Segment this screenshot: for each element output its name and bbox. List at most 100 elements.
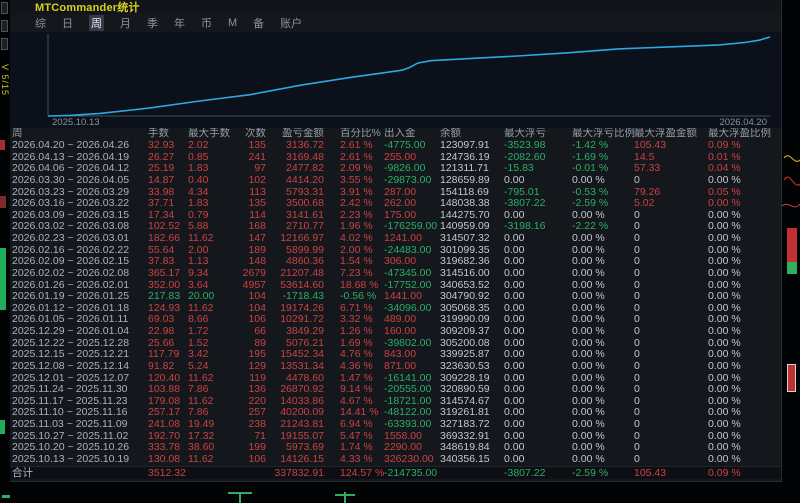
cell: 0.00 % [572,394,605,407]
cell: 4.33 % [340,452,373,465]
cell: 0.09 % [708,139,741,151]
table-row[interactable]: 2026.02.16 ~ 2026.02.22 55.64 2.00 189 5899.… [10,243,781,257]
col-header-deposits[interactable]: 出入金 [384,127,416,139]
tab-currency[interactable]: 币 [201,18,212,30]
table-total-row[interactable]: 合计 3512.32 337832.91 124.57 % -214735.00 -380… [10,465,781,479]
table-row[interactable]: 2025.11.10 ~ 2025.11.16 257.17 7.86 257 4020… [10,406,781,419]
table-row[interactable]: 2025.11.24 ~ 2025.11.30 103.88 7.86 136 2687… [10,383,781,396]
cell: 1.47 % [340,371,373,384]
tab-day[interactable]: 日 [62,18,73,30]
cell: -0.56 % [340,290,377,303]
table-row[interactable]: 2026.03.16 ~ 2026.03.22 37.71 1.83 135 3500.… [10,197,781,210]
cell: 120.40 [148,371,181,384]
col-header-lots[interactable]: 手数 [148,127,169,139]
table-row[interactable]: 2026.03.02 ~ 2026.03.08 102.52 5.88 168 2710… [10,220,781,233]
col-header-trades[interactable]: 次数 [245,127,266,139]
cell: 175.00 [384,208,417,221]
table-row[interactable]: 2026.02.09 ~ 2026.02.15 37.83 1.13 148 4860.… [10,255,781,268]
col-header-pnl[interactable]: 盈亏金额 [282,127,324,139]
tab-year[interactable]: 年 [174,18,185,30]
col-header-percent[interactable]: 百分比% [340,127,381,139]
title-bar[interactable]: MTCommander统计 [10,0,781,14]
col-header-max-fp-pct[interactable]: 最大浮盈比例 [708,127,771,139]
cell: 2026.03.30 ~ 2026.04.05 [12,173,130,186]
table-row[interactable]: 2025.11.03 ~ 2025.11.09 241.08 19.49 238 212… [10,418,781,431]
cell: 119 [249,371,266,384]
table-row[interactable]: 2026.04.06 ~ 2026.04.12 25.19 1.83 97 2477.8… [10,162,781,175]
table-row[interactable]: 2025.11.17 ~ 2025.11.23 179.08 11.62 220 140… [10,394,781,408]
cell: 5899.99 [286,243,324,256]
table-row[interactable]: 2026.03.09 ~ 2026.03.15 17.34 0.79 114 3141.… [10,208,781,222]
cell: 5.24 [188,359,209,372]
cell: 117.79 [148,348,180,361]
table-row[interactable]: 2025.10.27 ~ 2025.11.02 192.70 17.32 71 1915… [10,430,781,443]
cell: 333.78 [148,441,181,454]
table-row[interactable]: 2026.03.30 ~ 2026.04.05 14.87 0.40 102 4414.… [10,173,781,187]
table-row[interactable]: 2026.01.12 ~ 2026.01.18 124.93 11.62 104 191… [10,301,781,315]
cell: -2.59 % [572,466,609,479]
table-row[interactable]: 2025.12.15 ~ 2025.12.21 117.79 3.42 195 1545… [10,348,781,361]
cell: -48122.00 [384,406,432,419]
cell: 0.00 % [572,371,605,384]
cell: 3.55 % [340,173,373,186]
tab-week[interactable]: 周 [89,15,104,31]
table-row[interactable]: 2026.01.26 ~ 2026.02.01 352.00 3.64 4957 536… [10,278,781,292]
cell: -9826.00 [384,162,426,175]
tab-summary[interactable]: 综 [35,18,46,30]
tab-backup[interactable]: 备 [253,18,265,30]
table-row[interactable]: 2026.04.20 ~ 2026.04.26 32.93 2.02 135 3136.… [10,139,781,152]
cell: 348619.84 [440,441,490,454]
table-row[interactable]: 2025.10.20 ~ 2025.10.26 333.78 38.60 199 597… [10,441,781,454]
cell: 0 [634,406,640,419]
col-header-max-dd[interactable]: 最大浮亏 [504,127,546,139]
cell: 105.43 [634,466,667,479]
period-tab-bar: 综 日 周 月 季 年 币 M 备 账户 [10,14,781,32]
cell: 2.23 % [340,208,373,221]
table-row[interactable]: 2025.12.08 ~ 2025.12.14 91.82 5.24 129 13531… [10,359,781,373]
table-row[interactable]: 2026.02.02 ~ 2026.02.08 365.17 9.34 2679 212… [10,266,781,280]
cell: 57.33 [634,162,661,175]
cell: 0.00 [504,452,525,465]
cell: 189 [248,243,266,256]
tab-quarter[interactable]: 季 [147,18,158,30]
col-header-max-fp[interactable]: 最大浮盈金额 [634,127,697,139]
table-row[interactable]: 2025.12.29 ~ 2026.01.04 22.98 1.72 66 3849.2… [10,325,781,338]
tab-account[interactable]: 账户 [280,18,303,30]
cell: 128659.89 [440,173,490,186]
tab-m[interactable]: M [228,17,238,29]
table-row[interactable]: 2025.12.01 ~ 2025.12.07 120.40 11.62 119 447… [10,371,781,385]
cell: 340653.52 [440,278,490,291]
background-toolbar-icon [1,38,8,50]
cell: 3500.68 [286,197,324,210]
cell: 3.42 [188,348,209,361]
col-header-balance[interactable]: 余额 [440,127,461,139]
cell: 14.5 [634,150,655,163]
tab-month[interactable]: 月 [120,18,131,30]
table-row[interactable]: 2026.01.05 ~ 2026.01.11 69.03 8.66 106 10291… [10,313,781,326]
cell: 0.00 % [572,336,605,349]
table-row[interactable]: 2026.03.23 ~ 2026.03.29 33.98 4.34 113 5793.… [10,186,781,199]
cell: 104 [248,301,266,314]
cell: 365.17 [148,266,181,279]
cell: 0 [634,359,640,372]
cell: 6.94 % [340,418,373,430]
cell: 12166.97 [280,232,324,244]
cell: 0 [634,255,640,268]
cell: 7.23 % [340,266,373,279]
table-row[interactable]: 2025.10.13 ~ 2025.10.19 130.08 11.62 106 141… [10,452,781,466]
cell: 4414.20 [286,173,324,186]
cell: 0.00 % [708,208,741,221]
col-header-week[interactable]: 周 [12,127,23,139]
cell: 7.86 [188,383,209,396]
table-row[interactable]: 2026.04.13 ~ 2026.04.19 26.27 0.85 241 3169.… [10,150,781,164]
col-header-max-lots[interactable]: 最大手数 [188,127,230,139]
cell: 3141.61 [286,208,324,221]
cell: -47345.00 [384,266,432,279]
col-header-max-dd-pct[interactable]: 最大浮亏比例 [572,127,635,139]
table-row[interactable]: 2026.02.23 ~ 2026.03.01 182.66 11.62 147 121… [10,232,781,245]
table-row[interactable]: 2025.12.22 ~ 2025.12.28 25.66 1.52 89 5076.2… [10,336,781,350]
cell: -3807.22 [504,466,546,479]
cell: 14.41 % [340,406,379,419]
table-row[interactable]: 2026.01.19 ~ 2026.01.25 217.83 20.00 104 -17… [10,290,781,303]
cell: 0.00 [504,278,525,291]
